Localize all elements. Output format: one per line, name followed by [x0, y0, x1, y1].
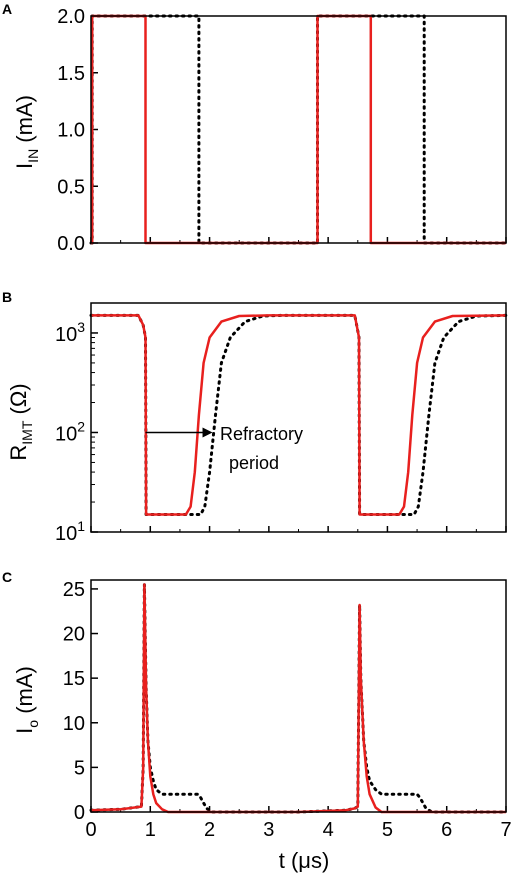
panel-a: A IIN (mA) 0.0 0.5 1.0 1.5 2.0 [2, 1, 508, 255]
xtick-label-c-4: 4 [323, 819, 334, 841]
series-dotted-a [89, 14, 508, 245]
ytick-label-c-2: 10 [63, 713, 85, 735]
annotation-line-2: period [229, 453, 279, 473]
refractory-arrow-head [202, 427, 213, 438]
ytick-label-c-5: 25 [63, 579, 85, 601]
ytick-label-a-4: 2.0 [57, 6, 85, 28]
ytick-label-c-3: 15 [63, 668, 85, 690]
series-dotted-b [89, 313, 508, 516]
xtick-label-c-5: 5 [382, 819, 393, 841]
xtick-label-c-7: 7 [500, 819, 511, 841]
xtick-label-c-3: 3 [263, 819, 274, 841]
xtick-label-c-2: 2 [204, 819, 215, 841]
ylabel-a: IIN (mA) [12, 95, 41, 169]
refractory-annotation: Refractory period [145, 424, 303, 473]
xlabel-c: t (μs) [279, 848, 330, 873]
panel-b: B RIMT (Ω) 101 102 103 Refractory period [2, 289, 508, 545]
ytick-label-c-4: 20 [63, 624, 85, 646]
panel-letter-c: C [2, 569, 12, 585]
plot-frame-b [90, 302, 507, 533]
ytick-label-b-2: 103 [55, 319, 85, 346]
ytick-label-c-0: 0 [74, 802, 85, 824]
series-solid-a [90, 14, 506, 245]
ytick-label-a-2: 1.0 [57, 120, 85, 142]
series-dotted-c [89, 583, 508, 814]
ylabel-b: RIMT (Ω) [6, 383, 35, 460]
xtick-label-c-1: 1 [145, 819, 156, 841]
annotation-line-1: Refractory [220, 424, 303, 444]
ylabel-c: Io (mA) [12, 666, 41, 734]
panel-c: C Io (mA) 0 5 10 15 20 25 0 1 2 3 4 5 6 7 t (μs) [2, 569, 512, 873]
ytick-label-b-1: 102 [55, 418, 85, 445]
ytick-label-c-1: 5 [74, 757, 85, 779]
ytick-label-a-1: 0.5 [57, 176, 85, 198]
xtick-label-c-6: 6 [441, 819, 452, 841]
ytick-label-b-0: 101 [55, 518, 85, 545]
ytick-label-a-3: 1.5 [57, 63, 85, 85]
ytick-label-a-0: 0.0 [57, 233, 85, 255]
panel-letter-b: B [2, 289, 12, 305]
plot-frame-a [90, 15, 507, 244]
panel-letter-a: A [2, 1, 12, 17]
series-solid-b [91, 314, 507, 516]
xtick-label-c-0: 0 [85, 819, 96, 841]
plot-frame-c [90, 579, 507, 813]
